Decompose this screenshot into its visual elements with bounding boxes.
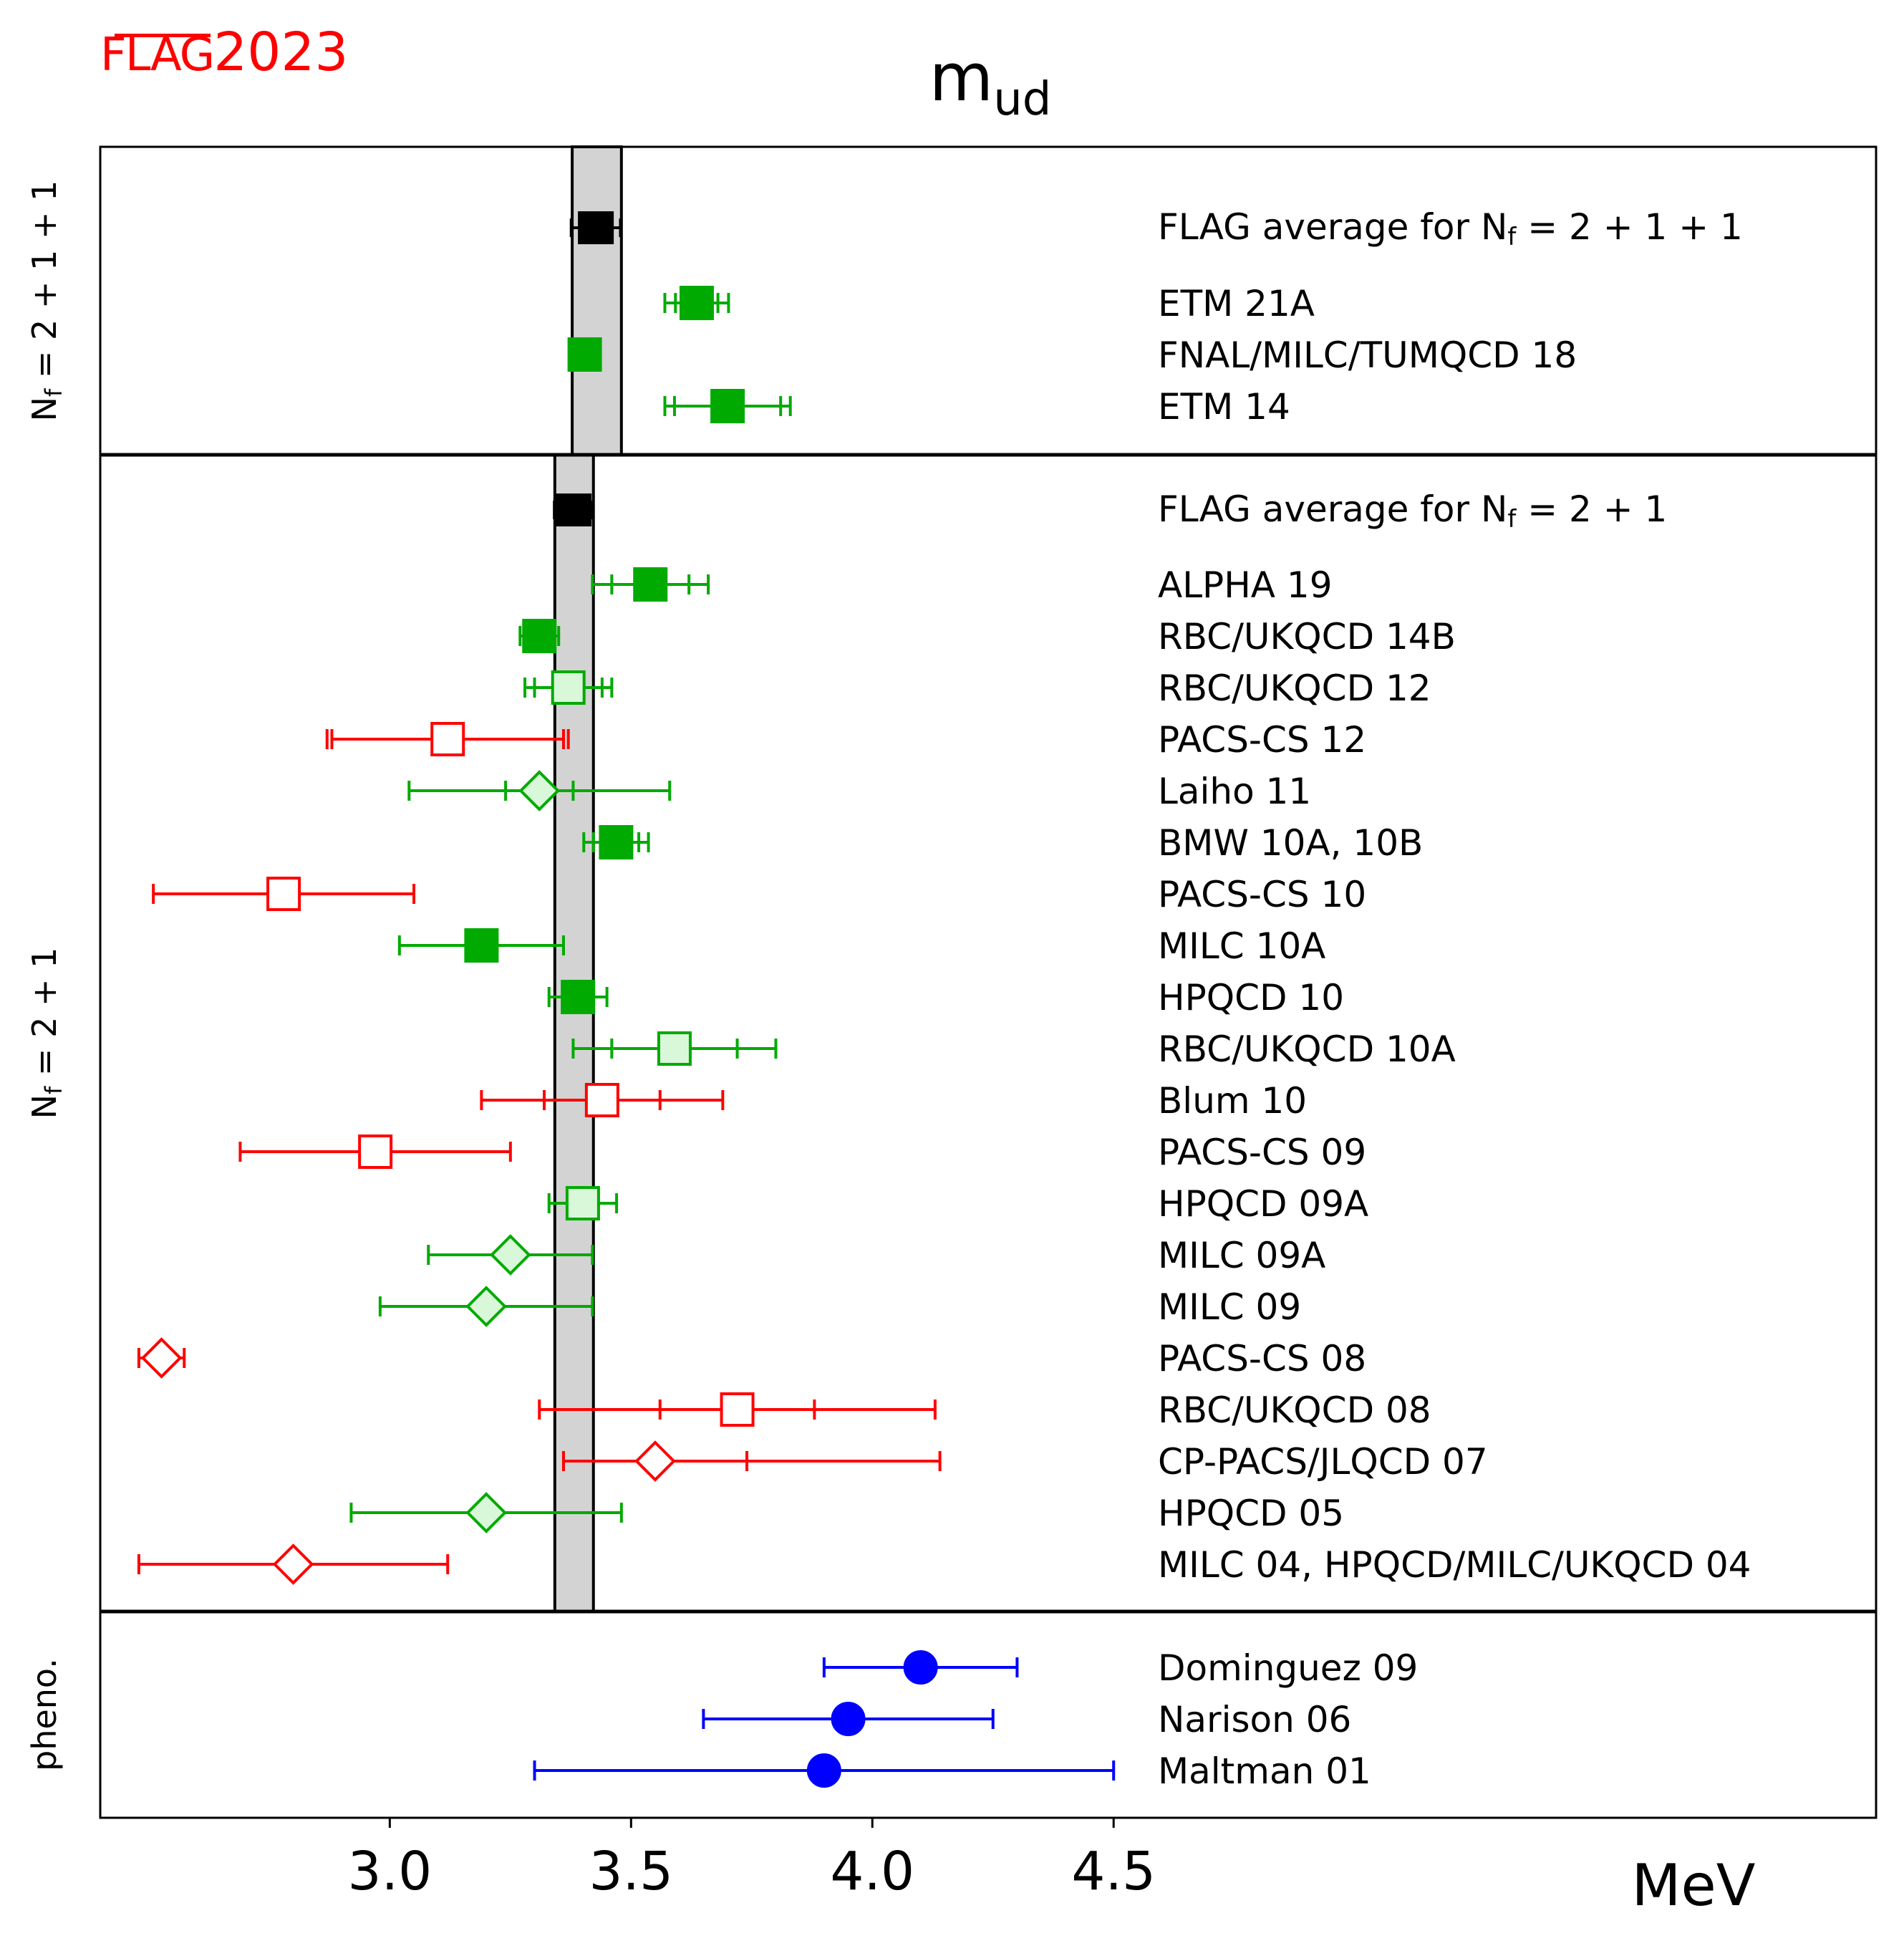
point-marker [710, 389, 745, 423]
point-marker [584, 1083, 619, 1117]
point-marker [489, 1234, 531, 1276]
point-marker [831, 1702, 866, 1736]
point-label: MILC 09A [1158, 1235, 1325, 1276]
flag-logo: FLAG2023 [100, 26, 349, 79]
point-marker [565, 1186, 600, 1220]
chart-title: mud [929, 39, 1052, 126]
point-marker [720, 1392, 755, 1427]
point-marker [903, 1650, 938, 1685]
average-label: FLAG average for Nf = 2 + 1 + 1 [1158, 206, 1743, 251]
point-label: ETM 21A [1158, 283, 1315, 324]
point-label: HPQCD 05 [1158, 1493, 1344, 1534]
flag-logo-year: 2023 [213, 21, 349, 83]
point-marker [561, 980, 596, 1014]
point-marker [465, 1286, 507, 1327]
x-tick-label: 4.0 [830, 1841, 914, 1902]
point-marker [634, 1440, 676, 1482]
x-tick-label: 4.5 [1071, 1841, 1156, 1902]
flag-average-band [553, 453, 595, 1613]
point-marker [465, 1492, 507, 1533]
point-label: RBC/UKQCD 10A [1158, 1029, 1456, 1070]
point-marker [430, 722, 465, 756]
point-marker [272, 1543, 314, 1585]
point-marker [657, 1031, 692, 1066]
point-label: Maltman 01 [1158, 1750, 1371, 1792]
point-label: PACS-CS 10 [1158, 874, 1366, 915]
point-marker [140, 1337, 183, 1379]
point-label: CP-PACS/JLQCD 07 [1158, 1441, 1488, 1483]
point-marker [633, 567, 668, 602]
point-label: Laiho 11 [1158, 771, 1311, 812]
point-marker [358, 1135, 393, 1169]
point-label: HPQCD 09A [1158, 1183, 1368, 1225]
point-marker [599, 825, 634, 859]
flag-logo-word: FLAG [100, 29, 215, 82]
panel-label: Nf = 2 + 1 + 1 [25, 180, 67, 422]
point-label: PACS-CS 12 [1158, 719, 1366, 761]
point-label: BMW 10A, 10B [1158, 822, 1423, 864]
plot-frame [99, 145, 1878, 1819]
point-marker [679, 286, 714, 320]
point-label: HPQCD 10 [1158, 977, 1344, 1018]
point-label: Dominguez 09 [1158, 1647, 1418, 1689]
point-label: Narison 06 [1158, 1699, 1351, 1740]
point-marker [518, 770, 561, 811]
point-label: FNAL/MILC/TUMQCD 18 [1158, 334, 1577, 376]
flag-average-band [571, 145, 623, 456]
point-marker [522, 619, 557, 653]
point-label: PACS-CS 09 [1158, 1132, 1366, 1173]
x-tick-label: 3.0 [348, 1841, 432, 1902]
x-axis-label: MeV [1632, 1852, 1756, 1919]
point-marker [551, 670, 586, 705]
average-marker [578, 211, 614, 244]
average-marker [556, 493, 592, 526]
x-tick-label: 3.5 [589, 1841, 673, 1902]
panel-label: pheno. [25, 1658, 64, 1771]
point-label: MILC 10A [1158, 925, 1325, 967]
point-label: ETM 14 [1158, 386, 1290, 428]
point-marker [806, 1753, 841, 1788]
point-label: ALPHA 19 [1158, 564, 1333, 606]
point-label: RBC/UKQCD 14B [1158, 616, 1456, 657]
point-marker [464, 928, 499, 963]
panel-label: Nf = 2 + 1 [25, 948, 67, 1119]
point-label: MILC 04, HPQCD/MILC/UKQCD 04 [1158, 1544, 1751, 1586]
point-label: MILC 09 [1158, 1286, 1301, 1328]
average-label: FLAG average for Nf = 2 + 1 [1158, 488, 1667, 534]
point-marker [266, 877, 301, 911]
point-label: Blum 10 [1158, 1080, 1307, 1122]
point-label: PACS-CS 08 [1158, 1338, 1366, 1379]
point-label: RBC/UKQCD 08 [1158, 1389, 1431, 1431]
point-marker [567, 337, 602, 372]
point-label: RBC/UKQCD 12 [1158, 668, 1431, 709]
